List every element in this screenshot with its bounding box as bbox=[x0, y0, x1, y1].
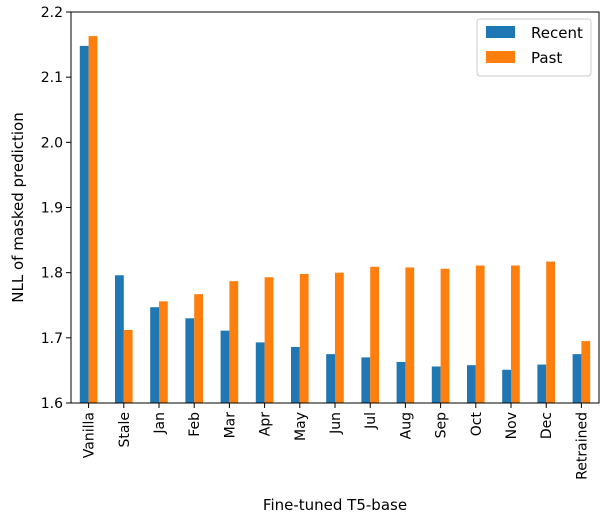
bar-recent-retrained bbox=[572, 354, 582, 403]
bar-past-jul bbox=[370, 266, 379, 403]
x-tick-label: May bbox=[293, 412, 309, 441]
bar-past-jun bbox=[335, 272, 344, 403]
bar-past-feb bbox=[194, 294, 203, 403]
bar-past-apr bbox=[264, 277, 274, 403]
x-tick-label: Jun bbox=[328, 412, 344, 435]
x-axis-label: Fine-tuned T5-base bbox=[263, 496, 407, 514]
bar-recent-jan bbox=[150, 307, 159, 403]
bar-recent-feb bbox=[185, 318, 195, 403]
bar-recent-dec bbox=[537, 364, 547, 403]
bar-recent-mar bbox=[220, 330, 230, 403]
legend-swatch-recent bbox=[486, 26, 515, 38]
bar-past-oct bbox=[475, 265, 485, 403]
bar-past-nov bbox=[511, 265, 520, 403]
bar-recent-jul bbox=[361, 357, 371, 403]
x-axis: Vanilla Stale Jan Feb Mar Apr May Jun Jul Aug Sep O… bbox=[82, 403, 590, 480]
bar-past-vanilla bbox=[88, 36, 98, 404]
x-tick-label: Vanilla bbox=[82, 412, 98, 458]
bar-recent-jun bbox=[326, 354, 335, 403]
x-tick-label: Jan bbox=[152, 412, 168, 435]
y-axis-label: NLL of masked prediction bbox=[9, 112, 27, 302]
x-tick-label: Aug bbox=[398, 412, 414, 439]
bar-past-dec bbox=[546, 261, 555, 403]
legend: Recent Past bbox=[476, 18, 592, 77]
y-tick-label: 2.1 bbox=[41, 70, 63, 86]
x-tick-label: Dec bbox=[539, 412, 555, 439]
bar-past-mar bbox=[229, 281, 239, 403]
legend-swatch-past bbox=[486, 51, 515, 63]
bar-recent-may bbox=[291, 346, 300, 403]
x-tick-label: Feb bbox=[187, 412, 203, 437]
x-tick-label: Retrained bbox=[574, 412, 590, 480]
y-tick-label: 1.8 bbox=[41, 266, 63, 282]
x-tick-label: Apr bbox=[258, 412, 274, 436]
bar-recent-oct bbox=[467, 365, 476, 403]
bar-recent-sep bbox=[431, 366, 441, 403]
y-tick-label: 1.7 bbox=[41, 331, 63, 347]
y-tick-label: 2.0 bbox=[41, 135, 63, 151]
x-tick-label: Oct bbox=[469, 412, 485, 437]
legend-label-recent: Recent bbox=[531, 24, 583, 42]
bar-recent-apr bbox=[255, 342, 265, 403]
bar-past-may bbox=[299, 273, 309, 403]
bar-recent-aug bbox=[396, 361, 406, 403]
legend-label-past: Past bbox=[531, 49, 562, 67]
x-tick-label: Mar bbox=[222, 412, 238, 439]
bar-past-jan bbox=[159, 301, 168, 403]
x-tick-label: Sep bbox=[434, 412, 450, 439]
y-axis: 1.6 1.7 1.8 1.9 2.0 2.1 2.2 bbox=[41, 5, 71, 412]
bars-layer bbox=[79, 36, 591, 404]
bar-recent-stale bbox=[115, 275, 124, 403]
bar-recent-nov bbox=[502, 369, 511, 403]
x-tick-label: Nov bbox=[504, 412, 520, 439]
y-tick-label: 2.2 bbox=[41, 5, 63, 21]
bar-recent-vanilla bbox=[79, 45, 89, 404]
bar-past-aug bbox=[405, 267, 415, 403]
x-tick-label: Jul bbox=[363, 412, 379, 430]
x-tick-label: Stale bbox=[117, 412, 133, 447]
bar-past-sep bbox=[440, 268, 450, 403]
y-tick-label: 1.9 bbox=[41, 201, 63, 217]
y-tick-label: 1.6 bbox=[41, 396, 63, 412]
bar-past-stale bbox=[123, 330, 133, 403]
bar-past-retrained bbox=[581, 341, 591, 403]
